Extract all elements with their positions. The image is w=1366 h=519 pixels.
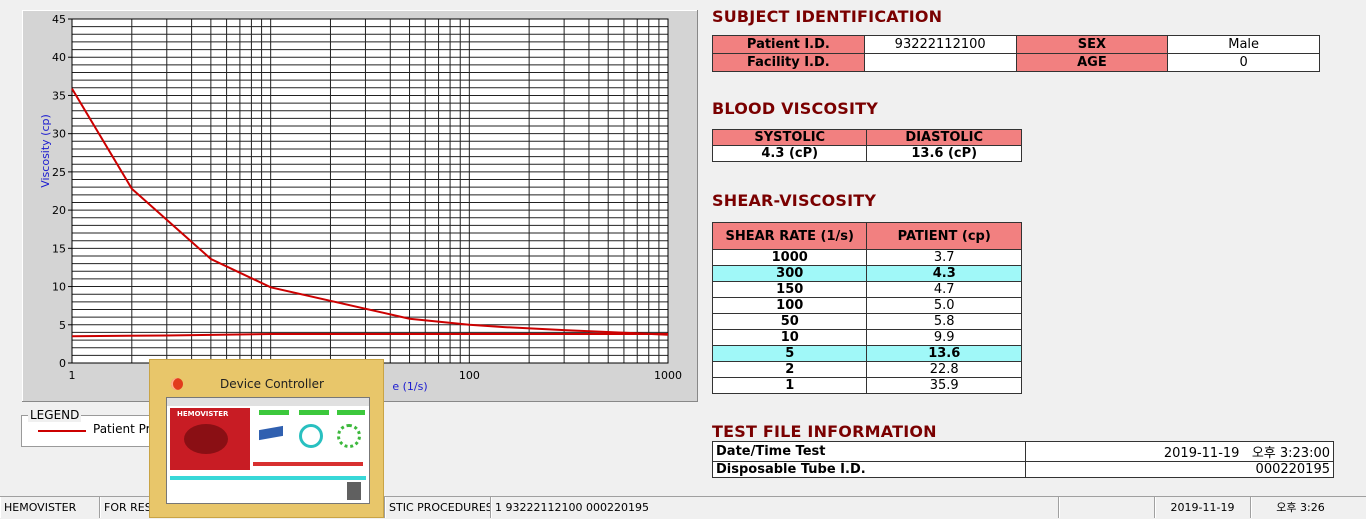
device-controller-title: Device Controller bbox=[220, 377, 324, 391]
tube-id-label: Disposable Tube I.D. bbox=[712, 461, 1026, 478]
thumb-side-panel bbox=[347, 482, 361, 500]
y-axis-title: Viscosity (cp) bbox=[39, 114, 52, 188]
thumb-progress-bar bbox=[253, 462, 363, 466]
series-line-baseline bbox=[71, 333, 668, 338]
table-row: 50 5.8 bbox=[711, 313, 1022, 330]
datetime-label: Date/Time Test bbox=[712, 441, 1026, 462]
shear-viscosity-table: SHEAR RATE (1/s) PATIENT (cp) 1000 3.7 30… bbox=[711, 222, 1022, 394]
facility-id-label: Facility I.D. bbox=[712, 53, 865, 72]
status-empty-cell bbox=[1058, 497, 1154, 518]
shear-rate-cell: 2 bbox=[711, 361, 868, 378]
y-tick-label: 40 bbox=[52, 51, 66, 64]
legend-title: LEGEND bbox=[28, 408, 82, 422]
y-tick-label: 15 bbox=[52, 242, 66, 255]
y-tick-label: 35 bbox=[52, 89, 66, 102]
thumb-gauge-1 bbox=[259, 425, 283, 441]
patient-id-label: Patient I.D. bbox=[712, 35, 865, 54]
viscosity-chart-panel: 0 5 10 15 20 25 30 35 40 45 1 100 1000 Viscosity (cp)… bbox=[22, 10, 698, 402]
patient-cp-header: PATIENT (cp) bbox=[866, 222, 1022, 250]
legend-series-swatch bbox=[38, 430, 86, 432]
facility-id-value bbox=[863, 53, 1017, 72]
shear-rate-cell: 10 bbox=[711, 329, 868, 346]
x-tick-label: 100 bbox=[459, 369, 480, 382]
patient-cp-cell: 9.9 bbox=[866, 329, 1022, 346]
patient-cp-cell: 35.9 bbox=[866, 377, 1022, 394]
x-tick-label: 1 bbox=[69, 369, 76, 382]
test-file-table: Date/Time Test 2019-11-19 오후 3:23:00 Dis… bbox=[712, 441, 1334, 478]
y-tick-label: 30 bbox=[52, 128, 66, 141]
shear-rate-header: SHEAR RATE (1/s) bbox=[711, 222, 868, 250]
thumb-titlebar bbox=[167, 398, 369, 406]
table-row: 5 13.6 bbox=[711, 345, 1022, 362]
thumb-cell-shape bbox=[184, 424, 228, 454]
table-row: 100 5.0 bbox=[711, 297, 1022, 314]
thumb-cyan-band bbox=[170, 476, 366, 480]
y-tick-label: 0 bbox=[59, 357, 66, 370]
patient-cp-cell: 5.8 bbox=[866, 313, 1022, 330]
viscosity-chart: 0 5 10 15 20 25 30 35 40 45 1 100 1000 Viscosity (cp)… bbox=[39, 13, 682, 393]
test-file-information-title: TEST FILE INFORMATION bbox=[712, 422, 937, 441]
table-row: 300 4.3 bbox=[711, 265, 1022, 282]
shear-viscosity-title: SHEAR-VISCOSITY bbox=[712, 191, 877, 210]
thumb-brand: HEMOVISTER bbox=[177, 410, 229, 418]
y-tick-label: 10 bbox=[52, 281, 66, 294]
patient-id-value: 93222112100 bbox=[863, 35, 1017, 54]
shear-rate-cell: 1 bbox=[711, 377, 868, 394]
patient-cp-cell: 13.6 bbox=[866, 345, 1022, 362]
sex-value: Male bbox=[1167, 35, 1320, 54]
table-row: 10 9.9 bbox=[711, 329, 1022, 346]
status-research-notice: FOR RES bbox=[99, 497, 149, 518]
age-value: 0 bbox=[1167, 53, 1320, 72]
y-tick-label: 20 bbox=[52, 204, 66, 217]
legend-series-label: Patient Pr bbox=[93, 422, 151, 436]
status-app-name: HEMOVISTER bbox=[0, 497, 99, 518]
shear-rate-cell: 150 bbox=[711, 281, 868, 298]
thumb-status-green-2 bbox=[299, 410, 329, 415]
table-row: 2 22.8 bbox=[711, 361, 1022, 378]
y-tick-label: 5 bbox=[59, 319, 66, 332]
blood-viscosity-table: SYSTOLIC DIASTOLIC 4.3 (cP) 13.6 (cP) bbox=[711, 129, 1022, 162]
thumb-gauge-3 bbox=[337, 424, 361, 448]
table-row: 1000 3.7 bbox=[711, 249, 1022, 266]
systolic-value: 4.3 (cP) bbox=[711, 145, 868, 162]
subject-identification-title: SUBJECT IDENTIFICATION bbox=[712, 7, 943, 26]
x-axis-title: e (1/s) bbox=[392, 380, 427, 393]
subject-table: Patient I.D. 93222112100 SEX Male Facili… bbox=[712, 35, 1320, 72]
x-tick-label: 1000 bbox=[654, 369, 682, 382]
shear-rate-cell: 100 bbox=[711, 297, 868, 314]
thumb-blood-image bbox=[170, 408, 250, 470]
shear-rate-cell: 1000 bbox=[711, 249, 868, 266]
patient-cp-cell: 22.8 bbox=[866, 361, 1022, 378]
patient-cp-cell: 4.3 bbox=[866, 265, 1022, 282]
y-tick-label: 25 bbox=[52, 166, 66, 179]
status-date: 2019-11-19 bbox=[1154, 497, 1250, 518]
y-tick-label: 45 bbox=[52, 13, 66, 26]
status-procedures-notice: STIC PROCEDURES bbox=[384, 497, 490, 518]
patient-cp-cell: 3.7 bbox=[866, 249, 1022, 266]
shear-rate-cell: 50 bbox=[711, 313, 868, 330]
table-row: 150 4.7 bbox=[711, 281, 1022, 298]
window-thumbnail[interactable]: HEMOVISTER bbox=[166, 397, 370, 504]
plot-area bbox=[72, 19, 668, 363]
systolic-label: SYSTOLIC bbox=[711, 129, 868, 146]
table-row: 1 35.9 bbox=[711, 377, 1022, 394]
age-label: AGE bbox=[1015, 53, 1169, 72]
tube-id-value: 000220195 bbox=[1025, 461, 1334, 478]
shear-rate-cell: 5 bbox=[711, 345, 868, 362]
diastolic-label: DIASTOLIC bbox=[866, 129, 1022, 146]
patient-cp-cell: 5.0 bbox=[866, 297, 1022, 314]
app-icon bbox=[171, 378, 183, 390]
thumb-status-green-1 bbox=[259, 410, 289, 415]
thumb-status-green-3 bbox=[337, 410, 365, 415]
blood-viscosity-title: BLOOD VISCOSITY bbox=[712, 99, 879, 118]
status-time: 오후 3:26 bbox=[1250, 497, 1350, 518]
patient-cp-cell: 4.7 bbox=[866, 281, 1022, 298]
series-line-patient bbox=[71, 88, 669, 336]
diastolic-value: 13.6 (cP) bbox=[866, 145, 1022, 162]
datetime-value: 2019-11-19 오후 3:23:00 bbox=[1025, 441, 1334, 462]
thumb-gauge-2 bbox=[299, 424, 323, 448]
shear-rate-cell: 300 bbox=[711, 265, 868, 282]
sex-label: SEX bbox=[1015, 35, 1169, 54]
status-record-info: 1 93222112100 000220195 bbox=[490, 497, 1058, 518]
